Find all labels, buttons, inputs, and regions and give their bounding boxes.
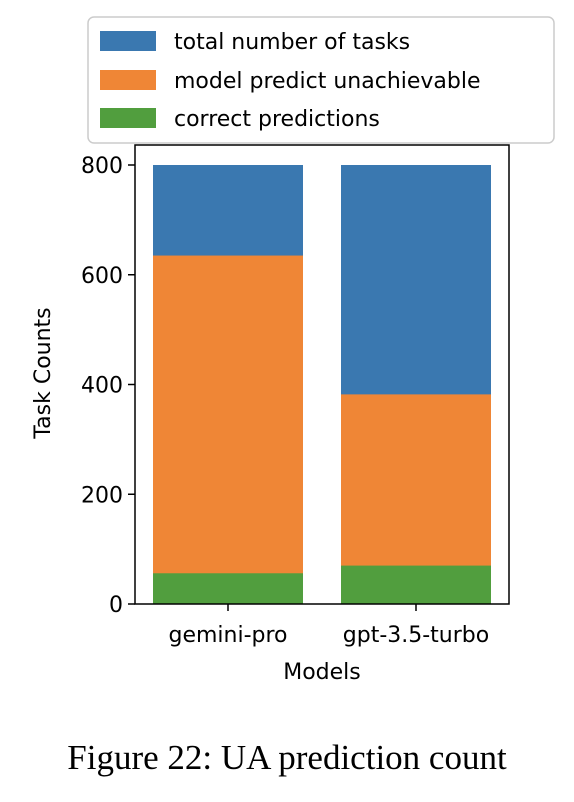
y-tick-label: 400 <box>81 374 123 399</box>
x-axis: gemini-pro gpt-3.5-turbo <box>168 604 489 648</box>
legend-label: correct predictions <box>174 107 380 132</box>
legend-swatch <box>100 108 156 128</box>
y-tick-label: 600 <box>81 264 123 289</box>
plot-frame <box>134 144 510 605</box>
bar-2-1 <box>341 565 491 604</box>
legend-swatch <box>100 31 156 51</box>
legend-frame <box>87 16 555 144</box>
x-axis-label: Models <box>283 660 361 685</box>
y-tick-label: 800 <box>81 154 123 179</box>
chart-svg: 0 200 400 600 800 gemini-pro gpt-3.5-turbo Ta… <box>31 16 555 685</box>
bar-2-0 <box>153 573 303 604</box>
y-tick-label: 0 <box>109 593 123 618</box>
y-axis-label: Task Counts <box>31 307 56 439</box>
x-tick-label: gemini-pro <box>168 623 287 648</box>
x-tick-label: gpt-3.5-turbo <box>343 623 489 648</box>
legend-swatch <box>100 70 156 90</box>
y-axis: 0 200 400 600 800 <box>81 154 135 618</box>
bars-group <box>153 165 491 604</box>
legend: total number of tasks model predict unach… <box>87 16 555 144</box>
legend-label: total number of tasks <box>174 30 410 55</box>
figure-caption: Figure 22: UA prediction count <box>67 738 507 777</box>
y-tick-label: 200 <box>81 483 123 508</box>
legend-label: model predict unachievable <box>174 69 481 94</box>
bar-1-0 <box>153 255 303 604</box>
